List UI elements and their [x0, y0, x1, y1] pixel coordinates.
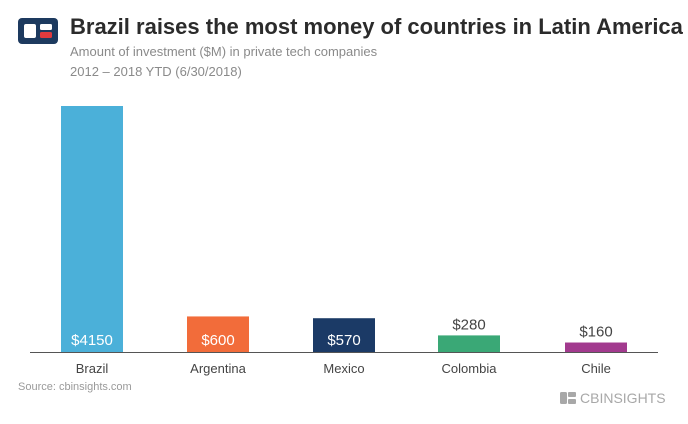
- bar-chile: [565, 342, 627, 352]
- source-note: Source: cbinsights.com: [18, 381, 132, 393]
- brand-footer: CBINSIGHTS: [560, 390, 666, 406]
- category-label-brazil: Brazil: [76, 361, 109, 376]
- chart-title: Brazil raises the most money of countrie…: [70, 14, 683, 39]
- category-label-colombia: Colombia: [442, 361, 498, 376]
- brand-name: CBINSIGHTS: [580, 390, 666, 406]
- bar-mexico: [313, 318, 375, 352]
- cbinsights-small-icon: [560, 392, 576, 404]
- chart-subtitle: Amount of investment ($M) in private tec…: [70, 44, 378, 59]
- value-label-chile: $160: [579, 324, 612, 341]
- cbinsights-logo-icon: [18, 18, 58, 44]
- value-label-mexico: $570: [327, 332, 360, 349]
- chart-date-range: 2012 – 2018 YTD (6/30/2018): [70, 64, 242, 79]
- value-label-colombia: $280: [452, 316, 485, 333]
- value-label-brazil: $4150: [71, 332, 113, 349]
- category-label-mexico: Mexico: [323, 361, 364, 376]
- bar-colombia: [438, 335, 500, 352]
- bar-argentina: [187, 316, 249, 352]
- bar-brazil: [61, 106, 123, 352]
- category-label-argentina: Argentina: [190, 361, 246, 376]
- value-label-argentina: $600: [201, 332, 234, 349]
- category-label-chile: Chile: [581, 361, 611, 376]
